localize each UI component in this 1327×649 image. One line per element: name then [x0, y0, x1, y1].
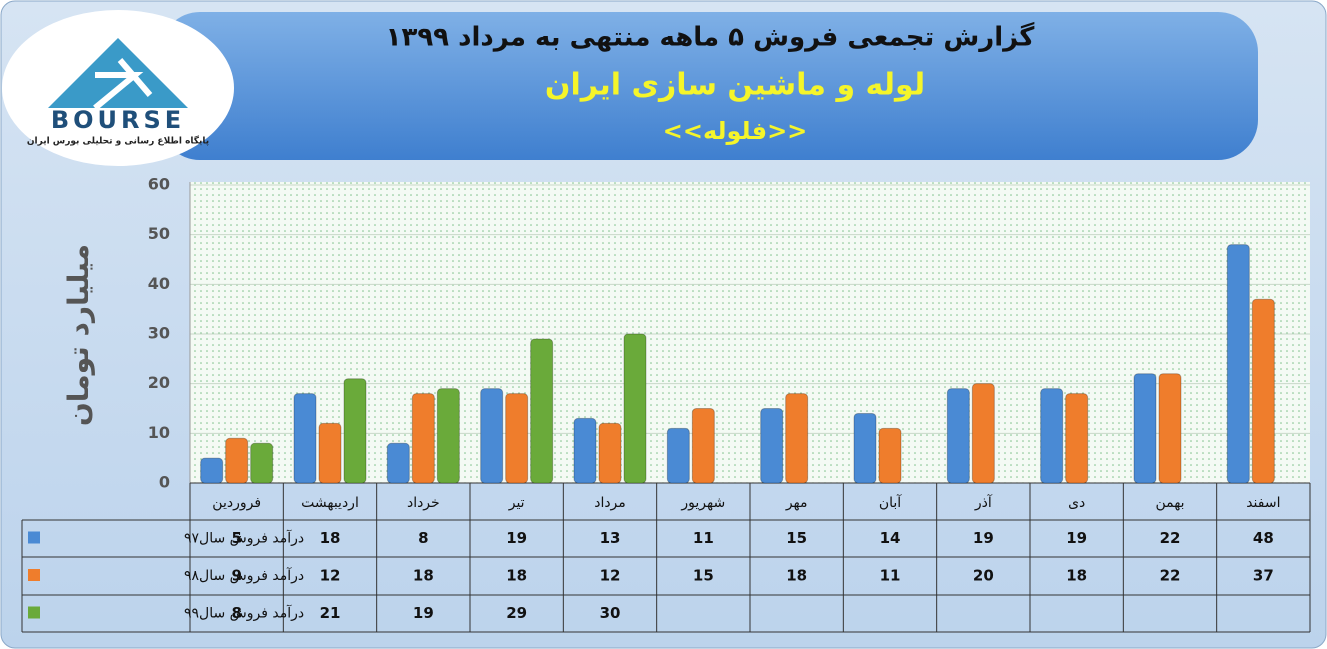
logo-tagline: پایگاه اطلاع رسانی و تحلیلی بورس ایران — [27, 135, 209, 147]
table-value: 21 — [320, 604, 341, 622]
x-tick-label: فروردین — [212, 495, 261, 511]
table-value: 15 — [693, 567, 714, 585]
x-tick-label: مهر — [785, 495, 808, 511]
bar — [1158, 373, 1182, 484]
y-tick-label: 30 — [148, 324, 170, 343]
x-tick-label: شهریور — [680, 495, 725, 511]
bar — [505, 393, 529, 484]
bar — [411, 393, 435, 484]
x-tick-label: اردیبهشت — [301, 495, 359, 511]
bar — [1226, 244, 1250, 484]
y-tick-label: 10 — [148, 423, 170, 442]
table-value: 5 — [231, 529, 241, 547]
table-value: 22 — [1160, 567, 1181, 585]
logo-name: BOURSE — [51, 106, 185, 134]
table-value: 14 — [880, 529, 901, 547]
table-value: 12 — [600, 567, 621, 585]
x-tick-label: آذر — [974, 494, 993, 511]
table-value: 18 — [506, 567, 527, 585]
legend-label: درآمد فروش سال۹۸ — [184, 567, 304, 584]
chart-subtitle: لوله و ماشین سازی ایران — [545, 68, 925, 103]
bar — [1133, 373, 1157, 484]
banner — [160, 12, 1258, 160]
table-value: 11 — [693, 529, 714, 547]
table-value: 22 — [1160, 529, 1181, 547]
bar — [785, 393, 809, 484]
table-value: 15 — [786, 529, 807, 547]
table-value: 19 — [973, 529, 994, 547]
table-value: 19 — [506, 529, 527, 547]
x-tick-label: اسفند — [1246, 495, 1280, 511]
x-tick-label: مرداد — [594, 495, 626, 511]
bar — [598, 422, 622, 484]
bar — [691, 408, 715, 484]
y-tick-label: 50 — [148, 224, 170, 243]
table-value: 18 — [413, 567, 434, 585]
y-tick-label: 60 — [148, 175, 170, 194]
legend-swatch — [28, 569, 40, 581]
table-value: 11 — [880, 567, 901, 585]
x-tick-label: خرداد — [407, 495, 440, 511]
table-value: 30 — [600, 604, 621, 622]
table-value: 20 — [973, 567, 994, 585]
table-value: 19 — [1066, 529, 1087, 547]
bar — [293, 393, 317, 484]
legend-swatch — [28, 531, 40, 544]
table-value: 18 — [320, 529, 341, 547]
x-tick-label: تیر — [508, 495, 525, 511]
bar — [1065, 393, 1089, 484]
bar — [250, 442, 274, 484]
table-value: 8 — [418, 529, 428, 547]
bar — [386, 442, 410, 484]
table-value: 13 — [600, 529, 621, 547]
bar — [1251, 298, 1275, 484]
bar — [480, 388, 504, 484]
bar — [760, 408, 784, 484]
logo-icon-lines — [93, 58, 153, 111]
y-tick-label: 0 — [159, 473, 170, 492]
y-axis-label: میلیارد تومان — [62, 244, 95, 426]
bar — [623, 333, 647, 484]
bar — [343, 378, 367, 484]
bar — [1040, 388, 1064, 484]
table-value: 37 — [1253, 567, 1274, 585]
legend-label: درآمد فروش سال۹۷ — [184, 530, 304, 547]
bar — [971, 383, 995, 484]
table-value: 9 — [231, 567, 241, 585]
bar — [318, 422, 342, 484]
bar — [666, 427, 690, 484]
x-tick-label: دی — [1068, 495, 1085, 511]
y-tick-label: 20 — [148, 373, 170, 392]
legend-label: درآمد فروش سال۹۹ — [184, 605, 304, 622]
bar — [200, 457, 224, 484]
bar — [436, 388, 460, 484]
table-value: 19 — [413, 604, 434, 622]
table-value: 8 — [231, 604, 241, 622]
table-value: 18 — [1066, 567, 1087, 585]
table-value: 12 — [320, 567, 341, 585]
bar — [573, 417, 597, 484]
table-value: 48 — [1253, 529, 1274, 547]
bar — [853, 412, 877, 484]
x-tick-label: آبان — [879, 494, 902, 511]
bar — [530, 338, 554, 484]
symbol: <<فلوله>> — [663, 117, 808, 145]
table-value: 18 — [786, 567, 807, 585]
bar — [225, 437, 249, 484]
y-tick-label: 40 — [148, 274, 170, 293]
chart-title: گزارش تجمعی فروش ۵ ماهه منتهی به مرداد ۱… — [386, 22, 1036, 53]
legend-swatch — [28, 606, 40, 619]
x-tick-label: بهمن — [1155, 495, 1184, 511]
bar — [878, 427, 902, 484]
bar — [946, 388, 970, 484]
table-value: 29 — [506, 604, 527, 622]
